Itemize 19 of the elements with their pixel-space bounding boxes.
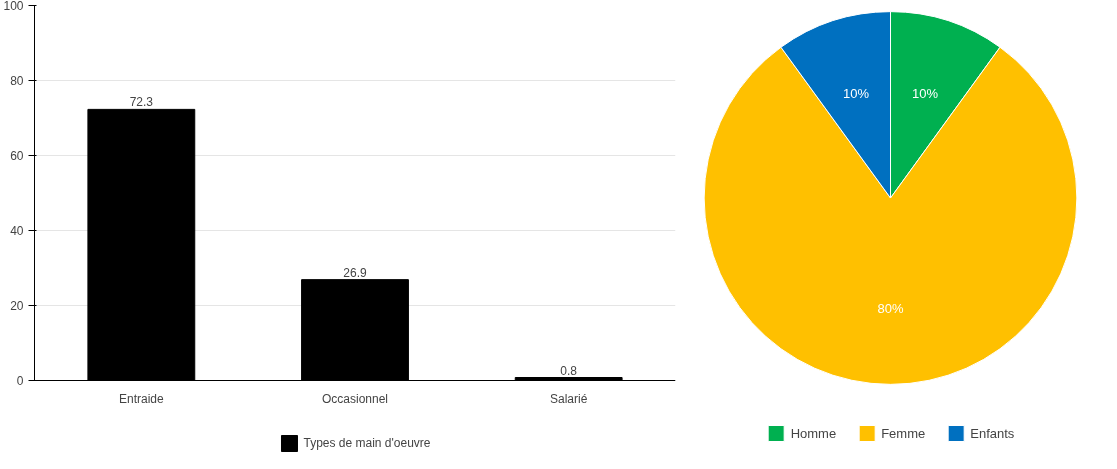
legend-label: Femme <box>881 425 926 441</box>
data-label: 80% <box>877 300 904 316</box>
y-tick-label: 40 <box>10 224 24 238</box>
data-label: 10% <box>842 85 870 101</box>
legend-label: Homme <box>790 425 837 441</box>
y-tick-label: 60 <box>10 149 24 163</box>
y-tick-label: 100 <box>3 0 24 13</box>
y-tick-label: 80 <box>10 74 24 88</box>
legend-label: Enfants <box>970 425 1015 441</box>
data-label: 26.9 <box>343 265 367 280</box>
data-label: 10% <box>912 85 939 101</box>
data-label: 72.3 <box>129 95 154 110</box>
x-tick-label: Occasionnel <box>321 391 389 406</box>
x-tick-label: Salarié <box>549 391 588 406</box>
y-tick-label: 20 <box>10 299 24 313</box>
data-label: 0.8 <box>560 363 578 378</box>
y-tick-label: 0 <box>16 374 24 388</box>
x-tick-label: Entraide <box>118 391 165 406</box>
legend-label: Types de main d'oeuvre <box>303 436 431 450</box>
